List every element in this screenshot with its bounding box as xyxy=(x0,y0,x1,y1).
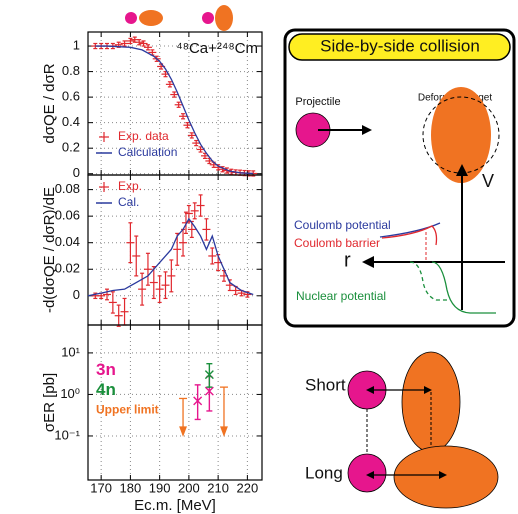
y-axis-label: σER [pb] xyxy=(41,373,58,432)
y-tick-label: 10¹ xyxy=(61,344,80,359)
annotation: ⁴⁸Ca+²⁴⁸Cm xyxy=(176,40,258,57)
error-point xyxy=(120,297,129,326)
nuclear-potential-label: Nuclear potential xyxy=(296,289,386,303)
x-tick-label: 200 xyxy=(178,480,200,495)
error-point xyxy=(190,202,199,220)
error-point xyxy=(135,39,144,46)
error-point xyxy=(204,362,214,388)
error-point xyxy=(173,232,182,266)
error-point xyxy=(167,259,176,293)
error-point xyxy=(155,275,164,304)
error-point xyxy=(161,271,170,300)
error-point xyxy=(139,40,148,47)
error-point xyxy=(208,247,217,265)
error-point xyxy=(132,235,141,277)
y-tick-label: 0.6 xyxy=(62,89,80,104)
y-tick-label: 0.08 xyxy=(55,181,80,196)
arrow-head xyxy=(179,426,187,437)
y-tick-label: 0 xyxy=(73,287,80,302)
legend-label: 4n xyxy=(96,380,116,399)
y-tick-label: 0.06 xyxy=(55,208,80,223)
marker xyxy=(204,370,214,380)
coulomb-potential-label: Coulomb potential xyxy=(294,218,391,232)
y-tick-label: 0.4 xyxy=(62,114,80,129)
y-axis-label: -d(dσQE / dσR)/dE xyxy=(41,187,58,313)
y-tick-label: 10⁰ xyxy=(60,386,80,401)
diagram: Side-by-side collision Projectile Deform… xyxy=(283,28,516,509)
error-point xyxy=(103,288,112,301)
error-point xyxy=(202,218,211,241)
y-tick-label: 0.2 xyxy=(62,140,80,155)
y-tick-label: 10⁻¹ xyxy=(54,427,80,442)
error-point xyxy=(108,291,117,314)
y-tick-label: 0.02 xyxy=(55,261,80,276)
upper-limit xyxy=(179,397,188,437)
calc-line xyxy=(87,217,254,297)
marker xyxy=(193,396,203,406)
error-point xyxy=(143,44,152,51)
error-point xyxy=(143,252,152,286)
y-tick-label: 1 xyxy=(73,37,80,52)
v-axis-label: V xyxy=(482,171,494,191)
r-axis-label: r xyxy=(344,249,351,271)
x-tick-label: 180 xyxy=(120,480,142,495)
x-axis-label: Ec.m. [MeV] xyxy=(134,497,216,514)
error-point xyxy=(174,101,183,108)
y-axis-label: dσQE / dσR xyxy=(41,63,58,143)
projectile-label: Projectile xyxy=(295,96,340,108)
x-tick-label: 190 xyxy=(149,480,171,495)
legend-label: Calculation xyxy=(118,145,177,159)
error-point xyxy=(179,113,188,120)
y-tick-label: 0 xyxy=(73,165,80,180)
calc-line xyxy=(95,45,254,175)
top-icons xyxy=(125,5,233,31)
error-point xyxy=(126,222,135,264)
legend-label: Cal. xyxy=(118,195,139,209)
marker xyxy=(204,386,214,396)
error-point xyxy=(193,384,203,421)
error-point xyxy=(187,132,196,139)
legend-label: Upper limit xyxy=(96,403,159,417)
y-tick-label: 0.04 xyxy=(55,234,80,249)
error-point xyxy=(165,81,174,88)
error-point xyxy=(120,40,129,47)
plot-frame xyxy=(87,324,263,481)
error-point xyxy=(170,91,179,98)
x-tick-label: 170 xyxy=(90,480,112,495)
x-tick-label: 210 xyxy=(207,480,229,495)
error-point xyxy=(183,122,192,129)
x-tick-label: 220 xyxy=(237,480,259,495)
legend-label: Exp. data xyxy=(118,129,169,143)
error-point xyxy=(114,304,123,327)
diagram-title: Side-by-side collision xyxy=(320,36,480,55)
long-label: Long xyxy=(305,463,343,482)
y-tick-label: 0.8 xyxy=(62,63,80,78)
arrow-head xyxy=(220,426,228,437)
error-point xyxy=(192,139,201,147)
error-point xyxy=(196,194,205,217)
error-point xyxy=(149,265,158,300)
short-label: Short xyxy=(305,375,346,394)
legend-label: 3n xyxy=(96,360,116,379)
error-point xyxy=(126,37,135,45)
legend-label: Exp. xyxy=(118,179,142,193)
coulomb-barrier-label: Coulomb barrier xyxy=(294,236,380,250)
upper-limit xyxy=(219,386,228,437)
